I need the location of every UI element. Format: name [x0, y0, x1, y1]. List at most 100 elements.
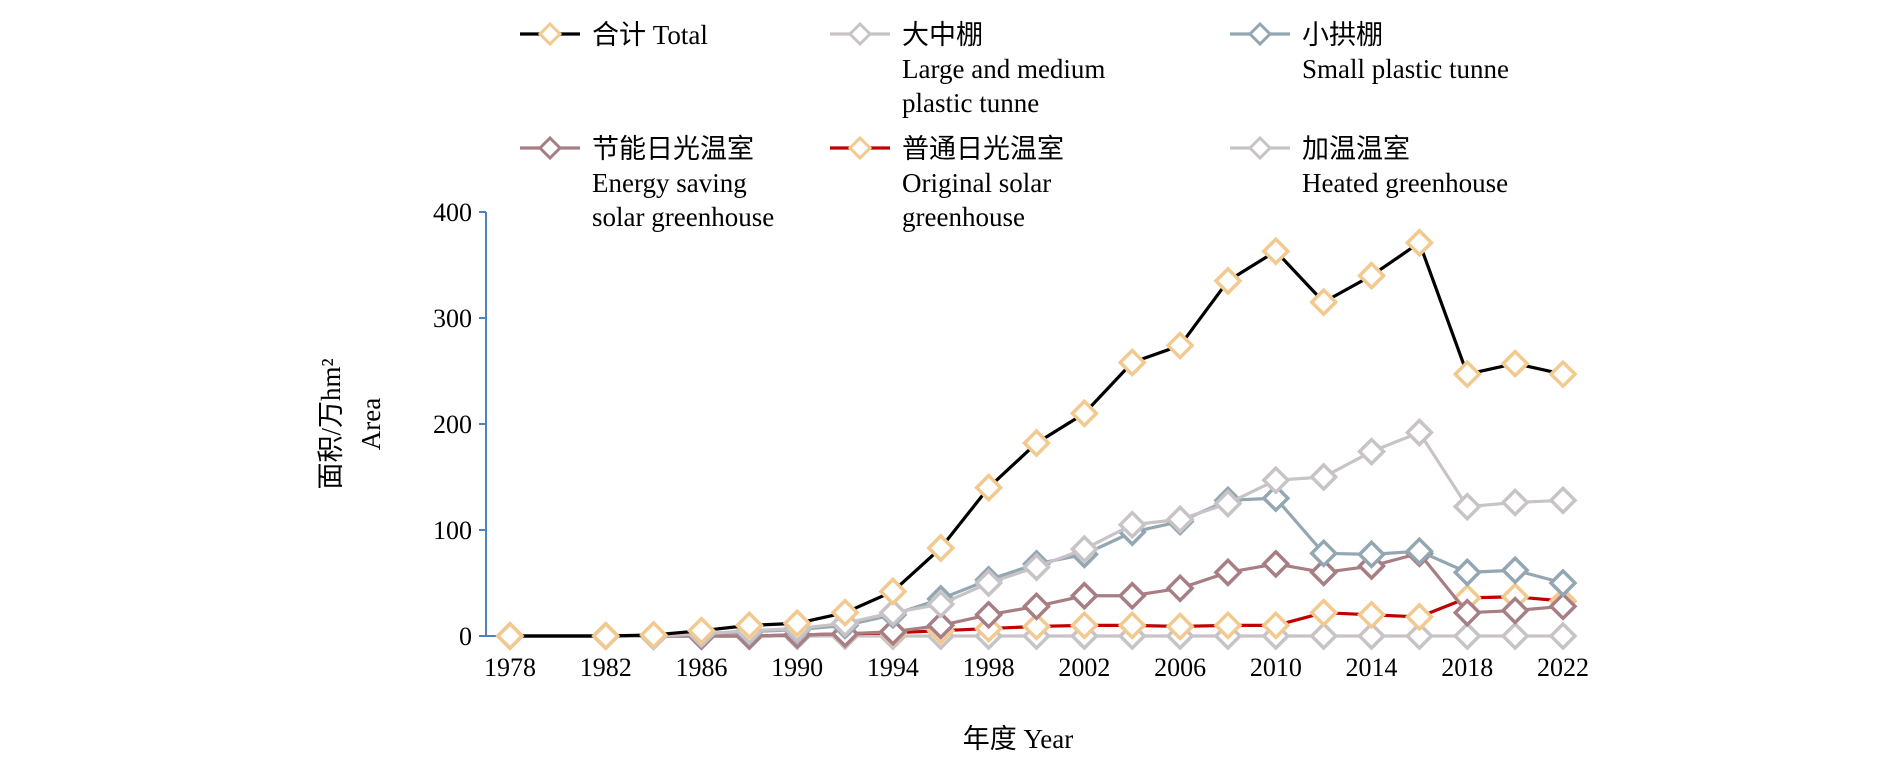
y-tick-labels: 0 100 200 300 400: [433, 198, 486, 651]
x-tick-label: 1994: [867, 653, 919, 682]
data-point: [1069, 534, 1099, 564]
legend-swatch-marker: [537, 21, 563, 47]
x-tick-label: 2014: [1346, 653, 1398, 682]
legend-item: 小拱棚 Small plastic tunne: [1230, 20, 1509, 84]
data-point: [1261, 549, 1291, 579]
data-point: [1548, 568, 1578, 598]
data-point: [495, 621, 525, 651]
data-point: [1117, 581, 1147, 611]
data-point: [1309, 462, 1339, 492]
y-tick-label: 300: [433, 304, 472, 333]
data-point: [1261, 483, 1291, 513]
legend-label: Original solar: [902, 168, 1051, 198]
data-point: [591, 621, 621, 651]
series-0: [495, 228, 1578, 651]
legend-label: Heated greenhouse: [1302, 168, 1508, 198]
legend-item: 合计 Total: [520, 20, 708, 50]
data-point: [1213, 266, 1243, 296]
data-point: [1404, 536, 1434, 566]
data-point: [1309, 538, 1339, 568]
data-point: [1500, 621, 1530, 651]
x-tick-label: 2018: [1441, 653, 1493, 682]
legend-label: 合计 Total: [592, 20, 708, 50]
data-point: [1165, 573, 1195, 603]
data-point: [1309, 621, 1339, 651]
data-point: [1069, 398, 1099, 428]
data-point: [1548, 485, 1578, 515]
data-point: [1404, 228, 1434, 258]
series-line: [510, 551, 1564, 638]
x-tick-label: 2006: [1154, 653, 1206, 682]
data-point: [1309, 287, 1339, 317]
data-point: [782, 608, 812, 638]
legend-swatch-marker: [537, 135, 563, 161]
data-point: [878, 598, 908, 628]
data-point: [878, 617, 908, 647]
series-line: [510, 430, 1564, 638]
data-point: [1213, 610, 1243, 640]
x-tick-label: 1978: [484, 653, 536, 682]
data-point: [1117, 510, 1147, 540]
data-point: [1022, 611, 1051, 641]
legend-swatch-marker: [1247, 135, 1273, 161]
data-point: [1261, 610, 1291, 640]
data-point: [1452, 598, 1482, 628]
data-point: [1117, 610, 1147, 640]
data-point: [1452, 492, 1482, 522]
data-point: [1452, 621, 1482, 651]
data-point: [1452, 359, 1482, 389]
x-tick-label: 1986: [675, 653, 727, 682]
data-point: [1357, 600, 1387, 630]
data-point: [1022, 591, 1051, 621]
data-point: [686, 616, 716, 646]
data-point: [1548, 591, 1578, 621]
data-point: [1309, 557, 1339, 587]
data-point: [1165, 331, 1195, 361]
data-point: [1213, 557, 1243, 587]
x-axis-title: 年度 Year: [963, 724, 1074, 754]
data-point: [1022, 552, 1051, 582]
x-tick-label: 2010: [1250, 653, 1302, 682]
data-point: [1548, 621, 1578, 651]
data-point: [1452, 557, 1482, 587]
legend-label: 节能日光温室: [592, 134, 754, 164]
data-point: [1500, 349, 1530, 379]
data-point: [1500, 555, 1530, 585]
legend-label: Energy saving: [592, 168, 747, 198]
y-axis-title: 面积/万hm² Area: [316, 358, 386, 489]
legend-item: 大中棚 Large and medium plastic tunne: [830, 20, 1105, 118]
data-point: [1117, 348, 1147, 377]
data-point: [1357, 437, 1387, 467]
data-point: [1309, 598, 1339, 628]
x-tick-labels: 1978 1982 1986 1990 1994 1998 2002 2006 2010 2014…: [484, 653, 1589, 682]
data-point: [830, 598, 860, 628]
legend-item: 节能日光温室 Energy saving solar greenhouse: [520, 134, 774, 232]
legend-label: 加温温室: [1302, 134, 1410, 164]
data-point: [1069, 581, 1099, 611]
legend-label: 大中棚: [902, 20, 983, 50]
data-point: [974, 568, 1004, 598]
legend-label: solar greenhouse: [592, 202, 774, 232]
y-tick-label: 400: [433, 198, 472, 227]
data-point: [974, 600, 1004, 630]
data-point: [1404, 621, 1434, 651]
data-point: [1404, 418, 1434, 447]
legend-label: 小拱棚: [1302, 20, 1383, 50]
data-point: [1357, 621, 1387, 651]
data-point: [926, 589, 956, 619]
data-point: [1261, 465, 1291, 495]
legend-item: 普通日光温室 Original solar greenhouse: [830, 134, 1064, 232]
series-layer: [495, 228, 1578, 651]
y-axis-title-line: Area: [356, 398, 386, 450]
x-tick-label: 1982: [580, 653, 632, 682]
legend-swatch-marker: [847, 21, 873, 47]
y-tick-label: 100: [433, 516, 472, 545]
data-point: [1165, 504, 1195, 534]
data-point: [639, 620, 669, 650]
legend-label: greenhouse: [902, 202, 1025, 232]
data-point: [1404, 602, 1434, 632]
data-point: [926, 533, 956, 563]
data-point: [878, 577, 908, 606]
data-point: [1548, 359, 1578, 389]
data-point: [1261, 236, 1291, 266]
